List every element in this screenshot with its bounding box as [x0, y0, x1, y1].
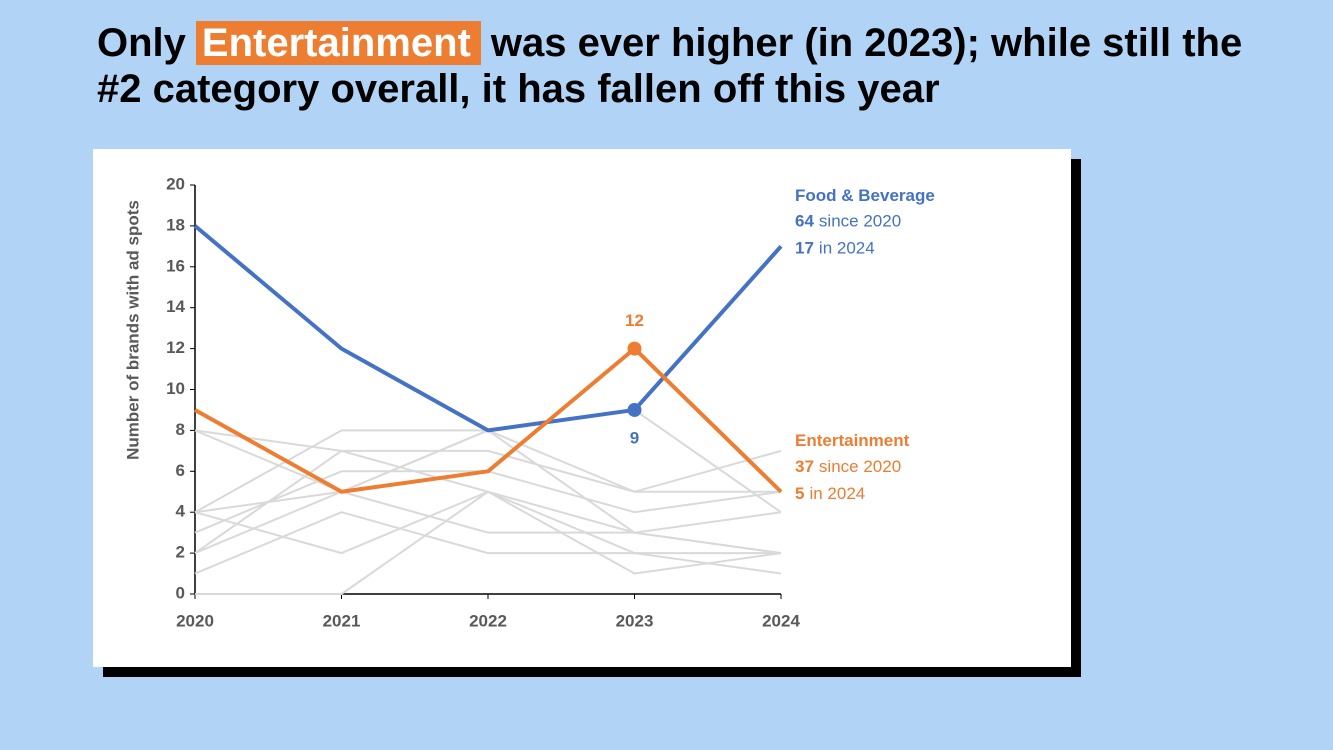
context-line [194, 429, 782, 493]
context-line [194, 511, 781, 575]
y-tick-label: 16 [166, 256, 185, 275]
y-tick-label: 2 [176, 543, 185, 562]
annotation-latest: 17 in 2024 [795, 239, 875, 258]
y-tick-label: 20 [166, 174, 185, 193]
title: Only Entertainment was ever higher (in 202… [97, 20, 1277, 112]
annotation-name: Food & Beverage [795, 186, 935, 205]
x-tick-label: 2021 [323, 611, 361, 630]
title-text: was ever higher (in 2023); while still t… [97, 21, 1243, 111]
annotation-text: since 2020 [819, 457, 901, 476]
y-tick-label: 14 [166, 297, 185, 316]
annotation-text: in 2024 [809, 484, 865, 503]
context-line [194, 470, 782, 534]
data-label: 9 [630, 428, 639, 447]
y-tick-label: 6 [176, 461, 185, 480]
highlight-marker [627, 341, 642, 356]
x-tick-label: 2024 [762, 611, 800, 630]
series-line [193, 224, 783, 433]
title-text: Only [97, 21, 186, 65]
annotation-total: 37 since 2020 [795, 457, 901, 476]
y-tick-label: 0 [176, 583, 185, 602]
x-tick-label: 2020 [176, 611, 214, 630]
y-axis-title: Number of brands with ad spots [123, 200, 142, 460]
annotation-number: 17 [795, 239, 814, 258]
y-tick-label: 4 [176, 502, 186, 521]
highlight-marker [627, 402, 642, 417]
annotation-number: 37 [795, 457, 814, 476]
y-tick-label: 10 [166, 379, 185, 398]
context-line [195, 490, 782, 595]
context-line [194, 490, 782, 534]
annotation-number: 5 [795, 484, 804, 503]
annotation-text: since 2020 [819, 212, 901, 231]
x-tick-label: 2022 [469, 611, 507, 630]
annotation-latest: 5 in 2024 [795, 484, 865, 503]
annotation-text: in 2024 [819, 239, 875, 258]
series-line [194, 346, 783, 494]
y-tick-label: 8 [176, 420, 185, 439]
title-highlight: Entertainment [195, 21, 481, 65]
y-tick-label: 12 [166, 338, 185, 357]
y-tick-label: 18 [166, 215, 185, 234]
data-label: 12 [625, 311, 644, 330]
chart-panel [93, 149, 1071, 667]
annotation-number: 64 [795, 212, 814, 231]
context-line [194, 490, 782, 555]
x-tick-label: 2023 [616, 611, 654, 630]
annotation-total: 64 since 2020 [795, 212, 901, 231]
annotation-name: Entertainment [795, 431, 910, 450]
